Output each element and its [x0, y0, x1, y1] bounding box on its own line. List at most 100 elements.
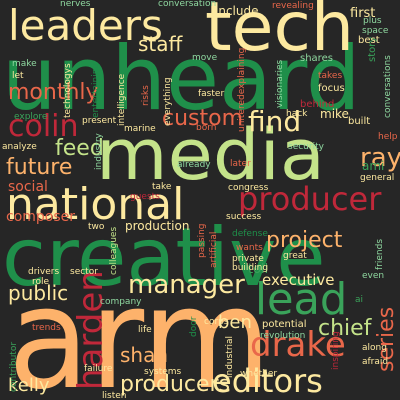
cloud-word-life: life	[138, 325, 152, 335]
cloud-word-custom: custom	[162, 106, 244, 131]
cloud-word-best: best	[358, 35, 380, 46]
cloud-word-make: make	[12, 59, 37, 69]
cloud-word-unheard: unheard	[2, 27, 361, 130]
cloud-word-revolution: revolution	[260, 331, 306, 341]
cloud-word-conversation: conversation	[158, 0, 217, 9]
cloud-word-toll: toll	[248, 262, 269, 277]
cloud-word-future: future	[6, 155, 73, 180]
cloud-word-mike: mike	[320, 107, 349, 121]
cloud-word-marine: marine	[124, 124, 156, 134]
cloud-word-plus: plus	[363, 16, 382, 26]
cloud-word-even: even	[362, 271, 385, 281]
cloud-word-monthly: monthly	[8, 80, 99, 105]
cloud-word-building: building	[232, 263, 269, 273]
cloud-word-trends: trends	[32, 323, 61, 333]
cloud-word-public: public	[8, 281, 69, 305]
cloud-word-producer: producer	[238, 180, 382, 218]
cloud-word-passing: passing	[197, 223, 207, 258]
cloud-word-private: private	[232, 254, 264, 264]
cloud-word-failure: failure	[84, 364, 113, 374]
cloud-word-general: general	[360, 173, 395, 183]
cloud-word-whether: whether	[240, 369, 278, 379]
cloud-word-media: media	[96, 114, 325, 196]
cloud-word-defense: defense	[232, 229, 268, 239]
cloud-word-tech: tech	[205, 0, 354, 67]
cloud-word-editors: editors	[212, 362, 323, 400]
cloud-word-project: project	[266, 228, 343, 253]
cloud-word-industrial: industrial	[225, 335, 235, 378]
cloud-word-staff: staff	[138, 32, 183, 56]
cloud-word-success: success	[226, 212, 262, 222]
cloud-word-chief: chief	[318, 316, 372, 341]
cloud-word-creative: creative	[2, 211, 326, 304]
cloud-word-focus: focus	[318, 83, 345, 94]
cloud-word-guests: guests	[130, 192, 160, 202]
cloud-word-corps: corps	[204, 317, 229, 327]
cloud-word-ben: ben	[218, 312, 252, 333]
cloud-word-kelly: kelly	[8, 375, 50, 396]
cloud-word-listen: listen	[102, 391, 127, 400]
cloud-word-already: already	[177, 160, 211, 170]
cloud-word-present: present	[82, 116, 117, 126]
cloud-word-along: along	[362, 343, 387, 353]
cloud-word-shah: shah	[120, 343, 169, 367]
cloud-word-shares: shares	[300, 53, 333, 64]
cloud-word-everything: everything	[163, 77, 173, 126]
cloud-word-later: later	[230, 159, 251, 169]
cloud-word-built: built	[348, 116, 371, 127]
cloud-word-wants: wants	[236, 243, 263, 253]
cloud-word-company: company	[100, 297, 142, 307]
cloud-word-drake: drake	[250, 325, 346, 365]
cloud-word-technologys: technologys	[63, 63, 73, 118]
cloud-word-producers: producers	[120, 372, 231, 397]
cloud-word-space: space	[362, 26, 389, 36]
cloud-word-born: born	[196, 123, 217, 133]
cloud-word-lead: lead	[255, 274, 348, 325]
cloud-word-friends: friends	[375, 238, 385, 270]
cloud-word-hack: hack	[286, 109, 308, 119]
cloud-word-conversations: conversations	[383, 55, 393, 118]
cloud-word-potential: potential	[262, 319, 307, 330]
cloud-word-take: take	[152, 182, 172, 192]
cloud-word-feed: feed	[55, 136, 104, 161]
cloud-word-afraid: afraid	[362, 357, 389, 367]
cloud-word-first: first	[350, 6, 376, 21]
cloud-word-industry: industry	[94, 133, 104, 170]
cloud-word-national: national	[6, 179, 185, 230]
cloud-word-ami: ami	[362, 159, 385, 173]
cloud-word-uniteredexplaining: uniteredexplaining	[237, 47, 247, 132]
cloud-word-nerves: nerves	[60, 0, 91, 9]
cloud-word-faster: faster	[198, 89, 225, 99]
cloud-word-two: two	[88, 222, 105, 232]
cloud-word-behind: behind	[300, 99, 335, 110]
cloud-word-intelligence: intelligence	[117, 73, 127, 126]
cloud-word-takes: takes	[318, 71, 343, 81]
cloud-word-move: move	[192, 53, 218, 63]
cloud-word-visionaries: visionaries	[275, 59, 285, 108]
cloud-word-ai: ai	[355, 295, 364, 305]
cloud-word-inspiring: inspiring	[331, 331, 341, 370]
cloud-word-risks: risks	[141, 85, 151, 106]
cloud-word-congress: congress	[228, 183, 269, 193]
cloud-word-help: help	[378, 132, 398, 142]
cloud-word-contributor: contributor	[9, 341, 19, 392]
cloud-word-social: social	[8, 179, 48, 195]
cloud-word-leaders: leaders	[8, 1, 163, 50]
cloud-word-entertaining: entertaining	[91, 62, 101, 118]
cloud-word-composer: composer	[6, 209, 76, 225]
cloud-word-sector: sector	[70, 267, 98, 277]
cloud-word-arm: arm	[8, 258, 272, 400]
cloud-word-explore: explore	[14, 112, 48, 122]
cloud-word-drivers: drivers	[28, 267, 60, 277]
cloud-word-systems: systems	[144, 367, 182, 377]
cloud-word-role: role	[32, 277, 50, 287]
cloud-word-artificial: artificial	[209, 231, 219, 268]
cloud-word-analyze: analyze	[2, 142, 37, 152]
cloud-word-great: great	[283, 251, 307, 261]
cloud-word-include: include	[215, 4, 259, 18]
cloud-word-let: let	[12, 71, 24, 81]
cloud-word-colin: colin	[8, 109, 79, 144]
cloud-word-executive: executive	[262, 271, 335, 289]
cloud-word-production: production	[125, 219, 190, 233]
